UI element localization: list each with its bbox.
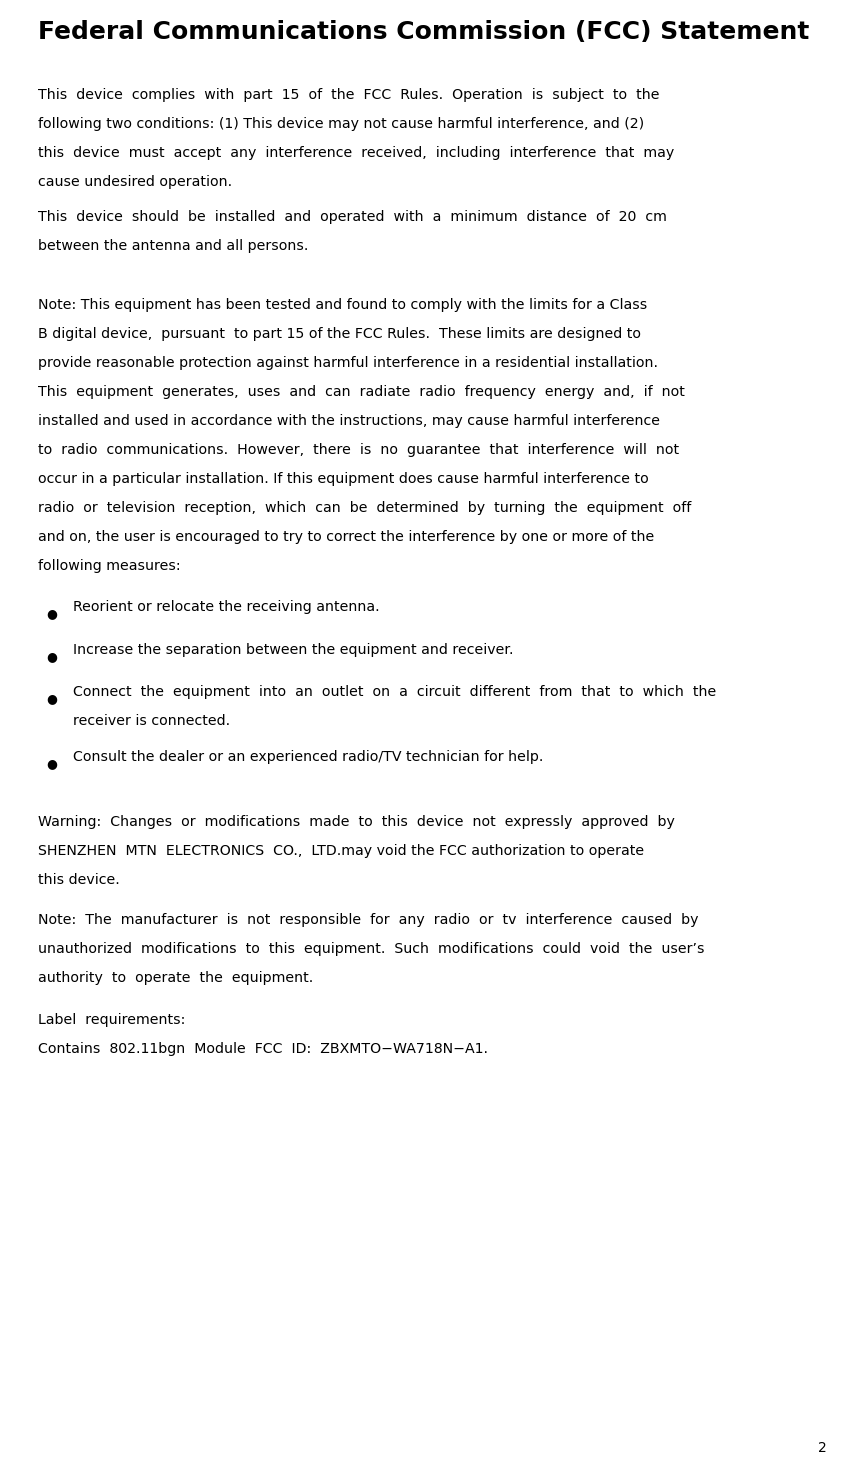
Text: B digital device,  pursuant  to part 15 of the FCC Rules.  These limits are desi: B digital device, pursuant to part 15 of… (38, 326, 641, 341)
Text: this device.: this device. (38, 873, 119, 888)
Text: this  device  must  accept  any  interference  received,  including  interferenc: this device must accept any interference… (38, 146, 674, 160)
Text: Label  requirements:: Label requirements: (38, 1013, 185, 1027)
Text: 2: 2 (818, 1442, 827, 1455)
Text: following measures:: following measures: (38, 558, 181, 573)
Text: Warning:  Changes  or  modifications  made  to  this  device  not  expressly  ap: Warning: Changes or modifications made t… (38, 815, 675, 829)
Text: installed and used in accordance with the instructions, may cause harmful interf: installed and used in accordance with th… (38, 414, 660, 428)
Text: following two conditions: (1) This device may not cause harmful interference, an: following two conditions: (1) This devic… (38, 117, 644, 131)
Text: to  radio  communications.  However,  there  is  no  guarantee  that  interferen: to radio communications. However, there … (38, 443, 679, 456)
Text: SHENZHEN  MTN  ELECTRONICS  CO.,  LTD.may void the FCC authorization to operate: SHENZHEN MTN ELECTRONICS CO., LTD.may vo… (38, 843, 644, 858)
Text: authority  to  operate  the  equipment.: authority to operate the equipment. (38, 970, 313, 985)
Text: ●: ● (46, 693, 57, 705)
Text: and on, the user is encouraged to try to correct the interference by one or more: and on, the user is encouraged to try to… (38, 530, 654, 544)
Text: This  device  should  be  installed  and  operated  with  a  minimum  distance  : This device should be installed and oper… (38, 210, 667, 225)
Text: Note:  The  manufacturer  is  not  responsible  for  any  radio  or  tv  interfe: Note: The manufacturer is not responsibl… (38, 913, 699, 928)
Text: ●: ● (46, 607, 57, 620)
Text: cause undesired operation.: cause undesired operation. (38, 174, 232, 189)
Text: Federal Communications Commission (FCC) Statement: Federal Communications Commission (FCC) … (38, 21, 810, 44)
Text: unauthorized  modifications  to  this  equipment.  Such  modifications  could  v: unauthorized modifications to this equip… (38, 942, 704, 956)
Text: ●: ● (46, 758, 57, 770)
Text: occur in a particular installation. If this equipment does cause harmful interfe: occur in a particular installation. If t… (38, 473, 649, 486)
Text: Connect  the  equipment  into  an  outlet  on  a  circuit  different  from  that: Connect the equipment into an outlet on … (73, 685, 716, 699)
Text: Contains  802.11bgn  Module  FCC  ID:  ZBXMTO−WA718N−A1.: Contains 802.11bgn Module FCC ID: ZBXMTO… (38, 1041, 488, 1056)
Text: Reorient or relocate the receiving antenna.: Reorient or relocate the receiving anten… (73, 600, 380, 614)
Text: between the antenna and all persons.: between the antenna and all persons. (38, 239, 309, 253)
Text: receiver is connected.: receiver is connected. (73, 713, 230, 728)
Text: Increase the separation between the equipment and receiver.: Increase the separation between the equi… (73, 642, 514, 657)
Text: Note: This equipment has been tested and found to comply with the limits for a C: Note: This equipment has been tested and… (38, 298, 647, 312)
Text: radio  or  television  reception,  which  can  be  determined  by  turning  the : radio or television reception, which can… (38, 501, 691, 515)
Text: This  device  complies  with  part  15  of  the  FCC  Rules.  Operation  is  sub: This device complies with part 15 of the… (38, 89, 659, 102)
Text: provide reasonable protection against harmful interference in a residential inst: provide reasonable protection against ha… (38, 356, 658, 371)
Text: ●: ● (46, 650, 57, 663)
Text: This  equipment  generates,  uses  and  can  radiate  radio  frequency  energy  : This equipment generates, uses and can r… (38, 385, 685, 399)
Text: Consult the dealer or an experienced radio/TV technician for help.: Consult the dealer or an experienced rad… (73, 750, 543, 764)
